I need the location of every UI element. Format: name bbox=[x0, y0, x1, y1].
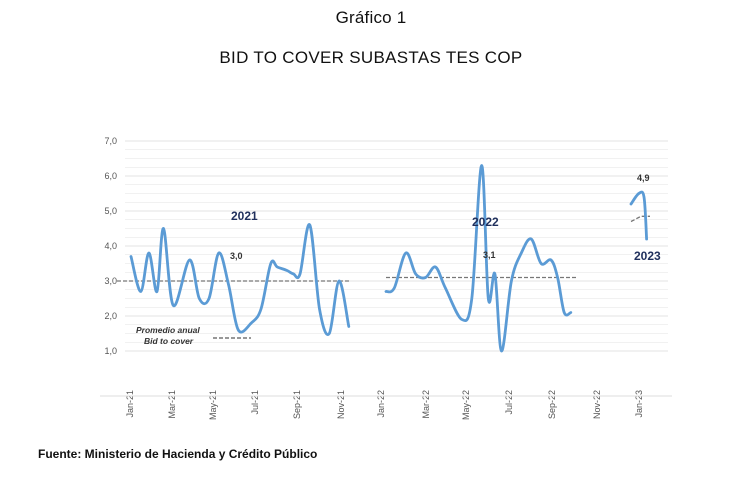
series-line-2023 bbox=[629, 190, 648, 241]
y-axis-ticks: 1,0 2,0 3,0 4,0 5,0 6,0 7,0 bbox=[104, 136, 117, 356]
y-tick-label-0: 1,0 bbox=[104, 346, 117, 356]
x-axis-ticks: Jan-21 Mar-21 May-21 Jul-21 Sep-21 Nov-21 Jan-… bbox=[125, 390, 644, 420]
x-tick-label-8: May-22 bbox=[461, 390, 471, 420]
legend-label-line2: Bid to cover bbox=[144, 336, 194, 346]
source-note: Fuente: Ministerio de Hacienda y Crédito… bbox=[38, 447, 318, 461]
x-tick-label-10: Sep-22 bbox=[547, 390, 557, 419]
x-tick-label-1: Mar-21 bbox=[167, 390, 177, 419]
x-tick-label-12: Jan-23 bbox=[634, 390, 644, 418]
y-tick-label-6: 7,0 bbox=[104, 136, 117, 146]
average-label-2022: 3,1 bbox=[483, 250, 496, 260]
x-tick-label-2: May-21 bbox=[208, 390, 218, 420]
year-label-2021: 2021 bbox=[231, 209, 258, 223]
x-tick-label-11: Nov-22 bbox=[592, 390, 602, 419]
legend-label-line1: Promedio anual bbox=[136, 325, 200, 335]
average-line-2023 bbox=[630, 215, 650, 223]
annotations: 2021 2022 2023 3,0 3,1 4,9 Promedio anua… bbox=[136, 173, 661, 346]
y-tick-label-5: 6,0 bbox=[104, 171, 117, 181]
figure-label: Gráfico 1 bbox=[335, 8, 407, 27]
x-tick-label-4: Sep-21 bbox=[292, 390, 302, 419]
x-tick-label-5: Nov-21 bbox=[336, 390, 346, 419]
series-lines bbox=[129, 164, 648, 353]
grid-lines bbox=[125, 140, 668, 352]
x-tick-label-9: Jul-22 bbox=[504, 390, 514, 415]
x-tick-label-6: Jan-22 bbox=[376, 390, 386, 418]
average-lines bbox=[117, 215, 650, 282]
x-tick-label-0: Jan-21 bbox=[125, 390, 135, 418]
average-label-2023: 4,9 bbox=[637, 173, 650, 183]
year-label-2022: 2022 bbox=[472, 215, 499, 229]
y-tick-label-2: 3,0 bbox=[104, 276, 117, 286]
series-line-2022 bbox=[384, 164, 573, 353]
x-tick-label-7: Mar-22 bbox=[421, 390, 431, 419]
y-tick-label-4: 5,0 bbox=[104, 206, 117, 216]
y-tick-label-1: 2,0 bbox=[104, 311, 117, 321]
y-tick-label-3: 4,0 bbox=[104, 241, 117, 251]
x-tick-label-3: Jul-21 bbox=[250, 390, 260, 415]
chart-title: BID TO COVER SUBASTAS TES COP bbox=[219, 48, 523, 67]
series-line-2021 bbox=[129, 223, 351, 336]
average-label-2021: 3,0 bbox=[230, 251, 243, 261]
year-label-2023: 2023 bbox=[634, 249, 661, 263]
